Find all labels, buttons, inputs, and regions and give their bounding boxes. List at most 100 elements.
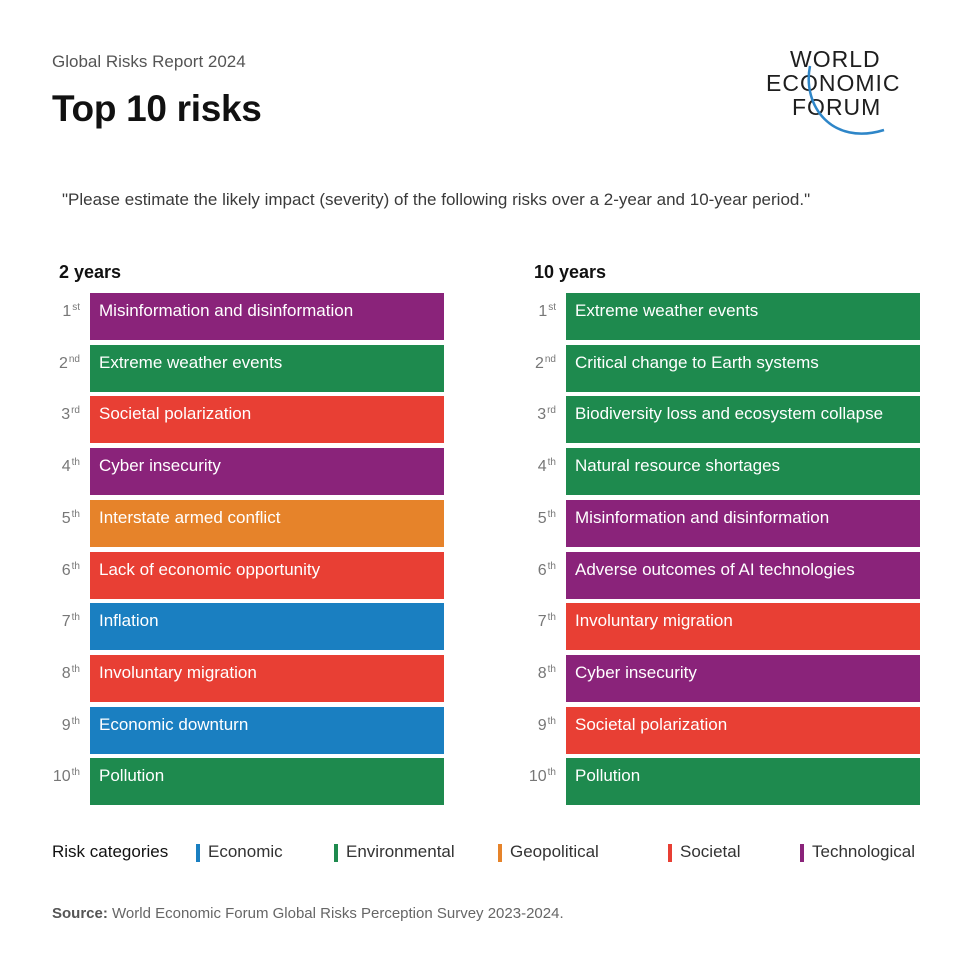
rank-suffix: nd	[544, 354, 556, 365]
logo-line-2: ECONOMIC	[766, 70, 901, 96]
rank-label: 10th	[40, 767, 80, 786]
column-header-10-years: 10 years	[534, 262, 607, 282]
risk-bar: Cyber insecurity	[566, 655, 920, 702]
rank-number: 9	[61, 717, 71, 734]
risk-bar: Critical change to Earth systems	[566, 345, 920, 392]
rank-number: 6	[61, 562, 71, 579]
risk-bar: Pollution	[566, 758, 920, 805]
rank-label: 1st	[516, 302, 556, 321]
legend-label: Environmental	[346, 842, 455, 861]
rank-suffix: th	[71, 664, 80, 675]
rank-number: 2	[58, 355, 68, 372]
rank-label: 1st	[40, 302, 80, 321]
rank-suffix: st	[548, 302, 556, 313]
rank-label: 10th	[516, 767, 556, 786]
legend-label: Geopolitical	[510, 842, 599, 861]
rank-number: 5	[537, 510, 547, 527]
rank-number: 9	[537, 717, 547, 734]
source-text: World Economic Forum Global Risks Percep…	[107, 905, 564, 922]
rank-number: 3	[537, 406, 547, 423]
wef-logo: WORLD ECONOMIC FORUM	[762, 46, 932, 146]
rank-suffix: th	[547, 457, 556, 468]
risk-bar: Adverse outcomes of AI technologies	[566, 552, 920, 599]
rank-suffix: th	[71, 561, 80, 572]
risk-bar: Biodiversity loss and ecosystem collapse	[566, 396, 920, 443]
rank-number: 7	[61, 613, 71, 630]
legend-swatch	[334, 844, 338, 862]
legend-label: Economic	[208, 842, 283, 861]
rank-suffix: nd	[68, 354, 80, 365]
rank-number: 10	[528, 768, 547, 785]
rank-suffix: th	[71, 767, 80, 778]
rank-label: 6th	[40, 561, 80, 580]
rank-label: 5th	[40, 509, 80, 528]
risk-bar: Misinformation and disinformation	[90, 293, 444, 340]
source-note: Source: World Economic Forum Global Risk…	[52, 905, 564, 922]
risk-bar: Misinformation and disinformation	[566, 500, 920, 547]
column-header-2-years: 2 years	[59, 262, 122, 282]
rank-label: 5th	[516, 509, 556, 528]
legend-label: Societal	[680, 842, 741, 861]
legend-swatch	[800, 844, 804, 862]
rank-number: 2	[534, 355, 544, 372]
rank-suffix: st	[72, 302, 80, 313]
rank-suffix: th	[71, 509, 80, 520]
rank-suffix: th	[547, 664, 556, 675]
rank-label: 2nd	[40, 354, 80, 373]
rank-label: 3rd	[40, 405, 80, 424]
legend-swatch	[668, 844, 672, 862]
risk-bar: Extreme weather events	[566, 293, 920, 340]
rank-number: 1	[62, 303, 72, 320]
legend-title: Risk categories	[52, 842, 169, 861]
risk-bar: Natural resource shortages	[566, 448, 920, 495]
rank-number: 1	[538, 303, 548, 320]
rank-label: 8th	[40, 664, 80, 683]
rank-label: 3rd	[516, 405, 556, 424]
page-title: Top 10 risks	[52, 88, 262, 129]
legend: Risk categories Economic Environmental Geo…	[52, 842, 932, 862]
rank-number: 10	[52, 768, 71, 785]
risk-bar: Interstate armed conflict	[90, 500, 444, 547]
rank-suffix: th	[547, 716, 556, 727]
risk-bar: Involuntary migration	[90, 655, 444, 702]
risk-bar: Inflation	[90, 603, 444, 650]
risk-bar: Extreme weather events	[90, 345, 444, 392]
rank-number: 8	[61, 665, 71, 682]
risk-bar: Societal polarization	[566, 707, 920, 754]
logo-arc-icon	[807, 65, 885, 135]
risk-bar: Cyber insecurity	[90, 448, 444, 495]
rank-label: 2nd	[516, 354, 556, 373]
rank-label: 9th	[40, 716, 80, 735]
rank-number: 8	[537, 665, 547, 682]
rank-suffix: rd	[547, 405, 556, 416]
legend-swatch	[498, 844, 502, 862]
legend-label: Technological	[812, 842, 916, 861]
source-label: Source:	[52, 905, 108, 922]
rank-suffix: th	[547, 767, 556, 778]
risk-bar: Pollution	[90, 758, 444, 805]
rank-label: 4th	[516, 457, 556, 476]
risk-bar: Involuntary migration	[566, 603, 920, 650]
rank-number: 7	[537, 613, 547, 630]
rank-suffix: th	[547, 561, 556, 572]
rank-number: 6	[537, 562, 547, 579]
rank-suffix: rd	[71, 405, 80, 416]
report-subtitle: Global Risks Report 2024	[52, 52, 246, 71]
survey-question: "Please estimate the likely impact (seve…	[62, 190, 811, 209]
rank-label: 7th	[40, 612, 80, 631]
rank-number: 4	[537, 458, 547, 475]
rank-suffix: th	[71, 457, 80, 468]
risk-bar: Lack of economic opportunity	[90, 552, 444, 599]
rank-suffix: th	[71, 716, 80, 727]
risk-bar: Societal polarization	[90, 396, 444, 443]
rank-suffix: th	[547, 509, 556, 520]
rank-suffix: th	[71, 612, 80, 623]
rank-suffix: th	[547, 612, 556, 623]
legend-swatch	[196, 844, 200, 862]
rank-label: 6th	[516, 561, 556, 580]
logo-line-1: WORLD	[790, 46, 881, 72]
risk-bar: Economic downturn	[90, 707, 444, 754]
rank-number: 4	[61, 458, 71, 475]
rank-number: 5	[61, 510, 71, 527]
rank-label: 8th	[516, 664, 556, 683]
